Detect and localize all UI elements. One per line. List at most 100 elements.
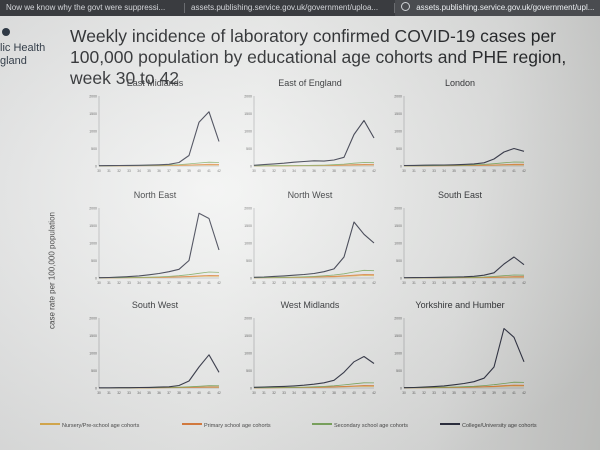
- y-tick-label: 500: [396, 259, 402, 263]
- chart-south-west: South West 0 500 1000 1500 2000 30 31 32 33 34 35 36…: [85, 300, 225, 400]
- y-tick-label: 0: [95, 165, 97, 169]
- chart-plot: 0 500 1000 1500 2000 30 31 32 33 34 35 36 37 38 39 40 41…: [244, 95, 376, 174]
- chart-plot: 0 500 1000 1500 2000 30 31 32 33 34 35 36 37 38 39 40 41…: [89, 95, 221, 174]
- x-tick-label: 37: [472, 169, 476, 173]
- tab-2-title: assets.publishing.service.gov.uk/governm…: [191, 3, 379, 12]
- x-tick-label: 40: [502, 391, 506, 395]
- y-tick-label: 2000: [394, 207, 402, 211]
- y-tick-label: 1000: [244, 130, 252, 134]
- x-tick-label: 31: [412, 391, 416, 395]
- x-tick-label: 41: [512, 281, 516, 285]
- x-tick-label: 36: [157, 281, 161, 285]
- x-tick-label: 38: [332, 281, 336, 285]
- x-tick-label: 34: [137, 281, 141, 285]
- x-tick-label: 35: [452, 281, 456, 285]
- x-tick-label: 41: [362, 391, 366, 395]
- x-tick-label: 41: [512, 169, 516, 173]
- x-tick-label: 39: [492, 281, 496, 285]
- x-tick-label: 32: [422, 281, 426, 285]
- x-tick-label: 34: [442, 391, 446, 395]
- series-line-secondary: [98, 271, 220, 279]
- legend-item-nursery: Nursery/Pre-school age cohorts: [40, 423, 139, 429]
- legend-item-primary: Primary school age cohorts: [182, 423, 271, 429]
- x-tick-label: 35: [302, 391, 306, 395]
- x-tick-label: 31: [262, 391, 266, 395]
- chart-east-of-england: East of England 0 500 1000 1500 2000 30 31 32 33 3…: [240, 78, 380, 178]
- x-tick-label: 30: [97, 391, 101, 395]
- x-tick-label: 32: [117, 281, 121, 285]
- x-tick-label: 33: [282, 281, 286, 285]
- x-tick-label: 34: [442, 281, 446, 285]
- x-tick-label: 42: [372, 169, 376, 173]
- chart-plot: 0 500 1000 1500 2000 30 31 32 33 34 35 36 37 38 39 40 41…: [244, 207, 376, 286]
- browser-tab-3[interactable]: assets.publishing.service.gov.uk/governm…: [395, 0, 600, 16]
- legend-swatch: [312, 423, 332, 425]
- logo-text-line1: lic Health: [0, 42, 46, 54]
- x-tick-label: 38: [332, 169, 336, 173]
- x-tick-label: 40: [502, 169, 506, 173]
- x-tick-label: 36: [157, 169, 161, 173]
- x-tick-label: 42: [217, 169, 221, 173]
- legend-swatch: [40, 423, 60, 425]
- chart-north-west: North West 0 500 1000 1500 2000 30 31 32 33 34 35 36…: [240, 190, 380, 290]
- x-tick-label: 35: [147, 391, 151, 395]
- x-tick-label: 30: [97, 281, 101, 285]
- y-tick-label: 0: [95, 277, 97, 281]
- tab-separator: [394, 3, 395, 13]
- x-tick-label: 30: [97, 169, 101, 173]
- x-tick-label: 33: [127, 391, 131, 395]
- legend-item-secondary: Secondary school age cohorts: [312, 423, 408, 429]
- series-line-college: [253, 119, 375, 166]
- x-tick-label: 35: [452, 169, 456, 173]
- series-line-college: [253, 221, 375, 278]
- chart-plot: 0 500 1000 1500 2000 30 31 32 33 34 35 36 37 38 39 40 41…: [394, 207, 526, 286]
- y-tick-label: 1000: [89, 242, 97, 246]
- x-tick-label: 35: [147, 281, 151, 285]
- y-tick-label: 1500: [394, 112, 402, 116]
- tab-separator: [184, 3, 185, 13]
- x-tick-label: 40: [502, 281, 506, 285]
- browser-tab-1[interactable]: Now we know why the govt were suppressi.…: [0, 0, 185, 16]
- chart-plot: 0 500 1000 1500 2000 30 31 32 33 34 35 36 37 38 39 40 41…: [394, 317, 526, 396]
- x-tick-label: 42: [522, 281, 526, 285]
- y-tick-label: 1000: [244, 352, 252, 356]
- x-tick-label: 42: [217, 281, 221, 285]
- x-tick-label: 31: [412, 169, 416, 173]
- series-line-college: [403, 147, 525, 167]
- x-tick-label: 41: [362, 169, 366, 173]
- chart-axes: [98, 318, 219, 389]
- x-tick-label: 39: [342, 281, 346, 285]
- chart-title: Yorkshire and Humber: [415, 300, 505, 310]
- x-tick-label: 32: [422, 391, 426, 395]
- x-tick-label: 38: [177, 281, 181, 285]
- x-tick-label: 39: [492, 169, 496, 173]
- x-tick-label: 39: [187, 169, 191, 173]
- x-tick-label: 30: [402, 169, 406, 173]
- tab-1-title: Now we know why the govt were suppressi.…: [6, 3, 166, 12]
- chart-south-east: South East 0 500 1000 1500 2000 30 31 32 33 34 35 36…: [390, 190, 530, 290]
- x-tick-label: 40: [197, 281, 201, 285]
- y-tick-label: 500: [91, 369, 97, 373]
- y-tick-label: 2000: [244, 95, 252, 99]
- y-tick-label: 1000: [394, 242, 402, 246]
- x-tick-label: 31: [262, 281, 266, 285]
- x-tick-label: 34: [137, 169, 141, 173]
- x-tick-label: 33: [127, 281, 131, 285]
- x-tick-label: 36: [312, 281, 316, 285]
- x-tick-label: 34: [442, 169, 446, 173]
- y-tick-label: 500: [246, 369, 252, 373]
- x-tick-label: 35: [302, 281, 306, 285]
- x-tick-label: 30: [252, 169, 256, 173]
- y-tick-label: 1000: [394, 352, 402, 356]
- y-tick-label: 1500: [394, 334, 402, 338]
- x-tick-label: 33: [432, 169, 436, 173]
- browser-tab-2[interactable]: assets.publishing.service.gov.uk/governm…: [185, 0, 395, 16]
- y-tick-label: 0: [400, 387, 402, 391]
- x-tick-label: 38: [482, 391, 486, 395]
- chart-east-midlands: East Midlands 0 500 1000 1500 2000 30 31 32 33 34 3…: [85, 78, 225, 178]
- x-tick-label: 38: [482, 169, 486, 173]
- x-tick-label: 37: [322, 281, 326, 285]
- x-tick-label: 33: [282, 169, 286, 173]
- x-tick-label: 40: [352, 281, 356, 285]
- tab-3-title: assets.publishing.service.gov.uk/governm…: [416, 3, 595, 12]
